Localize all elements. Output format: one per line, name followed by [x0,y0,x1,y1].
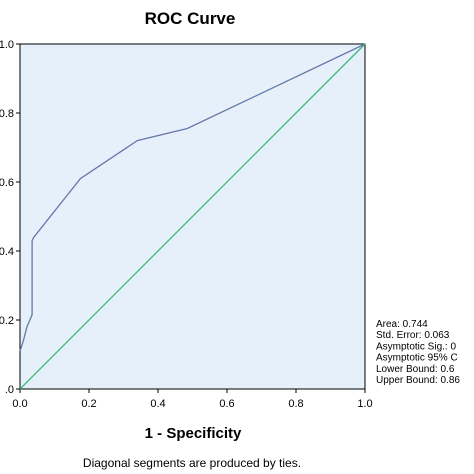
series-layer [19,43,366,390]
y-tick-label: 0.6 [0,177,14,189]
x-tick-label: 0.6 [219,398,234,410]
y-tick-label: 0.2 [0,315,14,327]
chart-title: ROC Curve [145,9,236,28]
stat-line: Std. Error: 0.063 [376,330,450,341]
stat-line: Lower Bound: 0.6 [376,364,455,375]
y-tick-label: 0.4 [0,246,14,258]
roc-curve-line [19,43,366,352]
stat-line: Area: 0.744 [376,319,428,330]
x-tick-label: 1.0 [357,398,372,410]
footnote: Diagonal segments are produced by ties. [83,456,301,470]
x-tick-label: 0.2 [81,398,96,410]
reference-diagonal-line [19,43,366,390]
y-tick-label: 1.0 [0,39,14,51]
stat-line: Asymptotic 95% C [376,353,458,364]
y-tick-label: .0 [5,384,14,396]
y-tick-label: 0.8 [0,108,14,120]
x-tick-label: 0.0 [12,398,27,410]
stat-line: Upper Bound: 0.86 [376,375,460,386]
x-axis-label: 1 - Specificity [145,425,242,442]
x-tick-label: 0.4 [150,398,165,410]
stat-line: Asymptotic Sig.: 0 [376,341,456,352]
x-tick-label: 0.8 [288,398,303,410]
axes: 0.0 0.2 0.4 0.6 0.8 1.0 .0 0.2 0.4 0.6 0.8 1.0 [0,39,373,410]
